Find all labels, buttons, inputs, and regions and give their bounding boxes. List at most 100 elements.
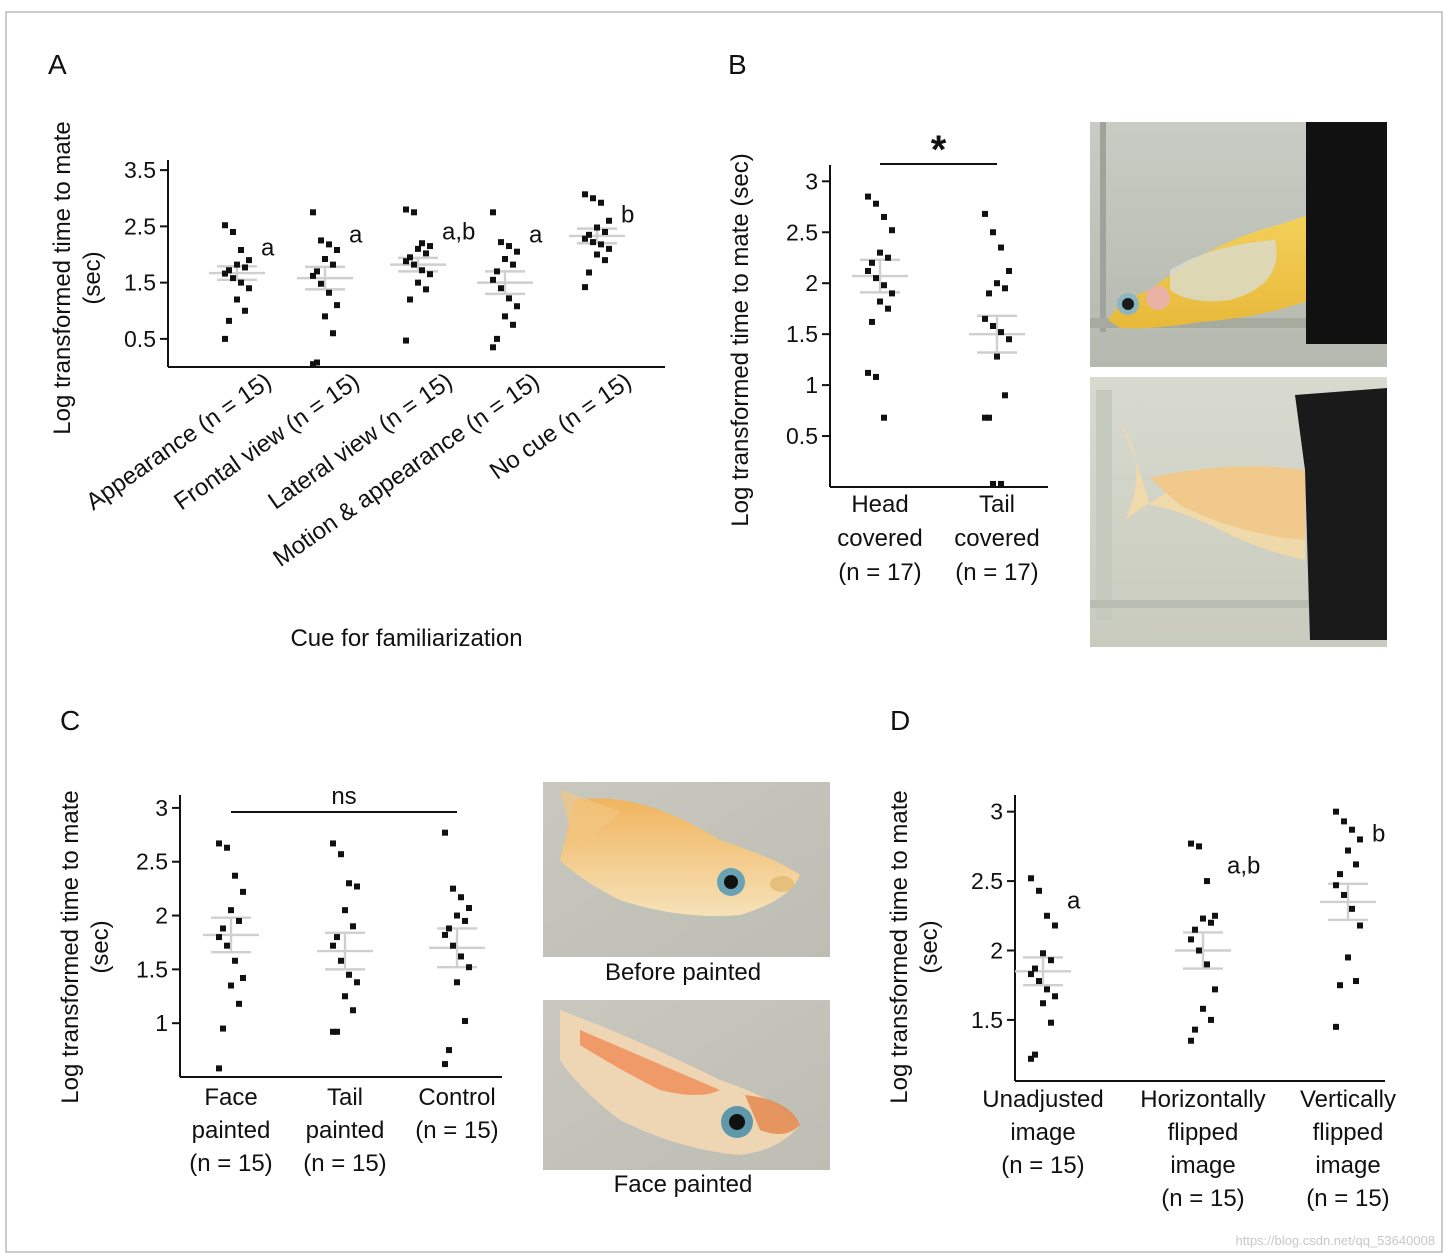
data-point — [226, 317, 232, 324]
data-point — [865, 267, 871, 274]
data-point — [1333, 808, 1339, 815]
data-point — [490, 209, 496, 216]
y-axis-label-line: Log transformed time to mate — [57, 790, 84, 1103]
data-point — [1032, 965, 1038, 972]
data-point — [242, 307, 248, 314]
x-category-label-line: Face — [204, 1084, 257, 1111]
data-point — [224, 942, 230, 949]
y-tick-label: 2 — [990, 937, 1003, 963]
data-point — [606, 217, 612, 224]
data-point — [998, 329, 1004, 336]
x-category-label-line: flipped — [1313, 1119, 1384, 1146]
data-point — [246, 257, 252, 264]
data-point — [354, 979, 360, 986]
data-point — [314, 268, 320, 275]
data-point — [606, 245, 612, 252]
data-point — [602, 229, 608, 235]
y-tick-label: 1.5 — [136, 956, 168, 982]
y-axis-label: Log transformed time to mate (sec) — [886, 790, 943, 1103]
data-point — [1028, 875, 1034, 882]
data-point — [454, 912, 460, 919]
data-point — [322, 256, 328, 262]
data-point — [450, 942, 456, 949]
data-point — [326, 289, 332, 296]
data-point — [334, 247, 340, 253]
data-point — [590, 239, 596, 246]
data-point — [990, 229, 996, 236]
x-category-label-line: Tail — [327, 1084, 363, 1111]
data-point — [334, 934, 340, 941]
y-axis-label: Log transformed time to mate (sec) — [57, 790, 114, 1103]
data-point — [350, 923, 356, 930]
data-point — [586, 231, 592, 238]
data-point — [598, 241, 604, 248]
data-point — [230, 229, 236, 235]
data-point — [889, 290, 895, 297]
data-point — [318, 237, 324, 244]
data-point — [232, 957, 238, 964]
data-point — [442, 931, 448, 938]
data-point — [423, 286, 429, 293]
x-axis-label: Cue for familiarization — [290, 625, 522, 652]
data-point — [234, 261, 240, 268]
data-point — [216, 934, 222, 941]
data-point — [338, 957, 344, 964]
data-point — [238, 279, 244, 286]
data-point — [226, 267, 232, 274]
data-point — [506, 295, 512, 302]
data-point — [1200, 1005, 1206, 1012]
group-letter-label: b — [1372, 821, 1385, 848]
group-letter-label: a — [529, 221, 543, 248]
data-point — [236, 1000, 242, 1007]
significance-label: * — [931, 128, 947, 172]
data-point — [490, 344, 496, 351]
data-point — [506, 243, 512, 250]
y-axis-label: Log transformed time to mate (sec) — [727, 153, 754, 526]
x-category-label-line: (n = 17) — [955, 559, 1038, 586]
data-point — [1357, 836, 1363, 843]
data-point — [889, 227, 895, 234]
y-tick-label: 2 — [155, 903, 168, 929]
data-point — [1028, 971, 1034, 978]
data-point — [354, 883, 360, 890]
data-point — [220, 1025, 226, 1032]
data-point — [1196, 843, 1202, 850]
x-category-label-line: (n = 17) — [838, 559, 921, 586]
data-point — [415, 279, 421, 286]
data-point — [602, 257, 608, 264]
data-point — [1204, 878, 1210, 885]
data-point — [1006, 336, 1012, 343]
data-point — [869, 259, 875, 266]
x-category-label-line: painted — [306, 1117, 385, 1144]
data-point — [427, 271, 433, 278]
x-category-label-line: (n = 15) — [303, 1150, 386, 1177]
data-point — [498, 239, 504, 246]
data-point — [427, 243, 433, 250]
y-tick-label: 0.5 — [124, 326, 156, 352]
data-point — [419, 240, 425, 247]
data-point — [873, 373, 879, 380]
data-point — [982, 414, 988, 421]
data-point — [342, 993, 348, 1000]
data-point — [1349, 826, 1355, 833]
data-point — [881, 414, 887, 421]
data-point — [502, 256, 508, 262]
data-point — [419, 267, 425, 274]
photo-tail-covered — [1090, 377, 1387, 647]
data-point — [446, 925, 452, 932]
data-point — [442, 829, 448, 836]
data-point — [982, 315, 988, 322]
data-point — [458, 894, 464, 901]
data-point — [1036, 887, 1042, 894]
data-point — [873, 275, 879, 282]
data-point — [466, 905, 472, 912]
data-point — [403, 337, 409, 344]
data-point — [998, 480, 1004, 487]
data-point — [1052, 922, 1058, 929]
y-tick-label: 1.5 — [124, 270, 156, 296]
data-point — [407, 254, 413, 261]
x-category-label-line: covered — [837, 525, 922, 552]
data-point — [334, 1028, 340, 1035]
data-point — [582, 191, 588, 198]
data-point — [1006, 267, 1012, 274]
